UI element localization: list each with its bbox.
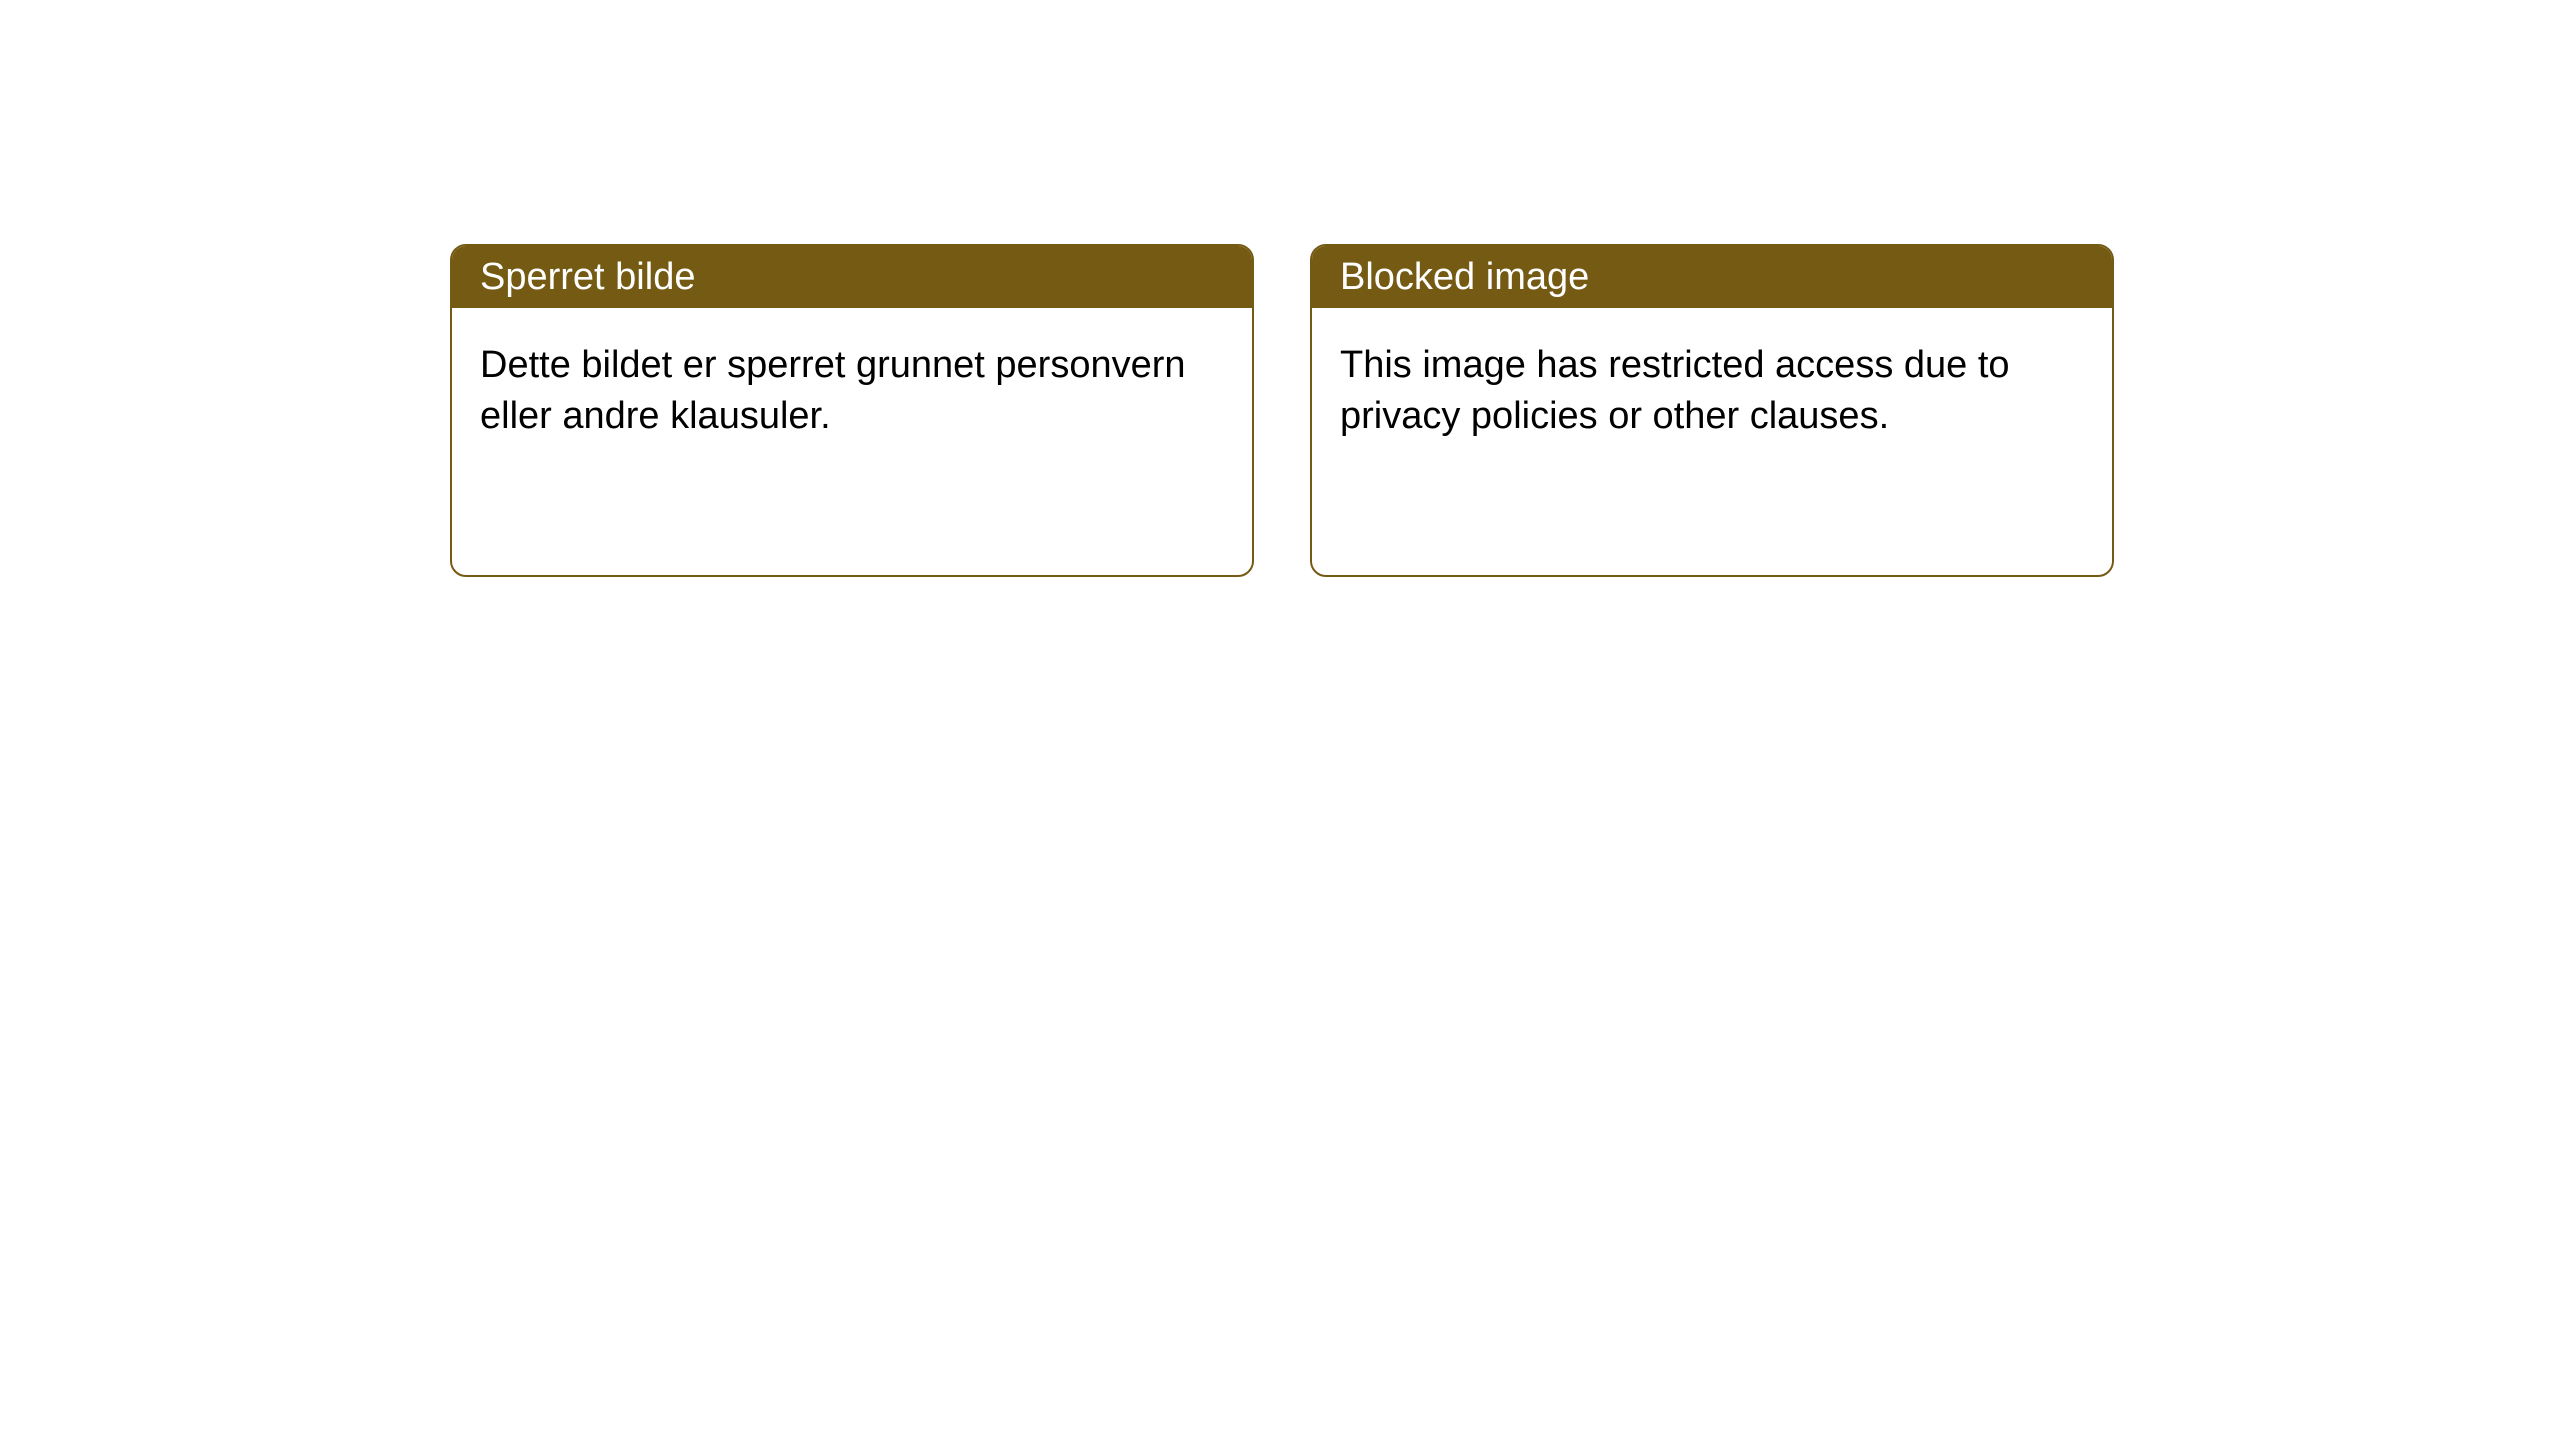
card-title: Blocked image	[1340, 256, 1589, 299]
card-title: Sperret bilde	[480, 256, 695, 299]
notice-card-english: Blocked image This image has restricted …	[1310, 244, 2114, 577]
card-body-text: This image has restricted access due to …	[1340, 344, 2010, 437]
card-body: This image has restricted access due to …	[1312, 308, 2112, 475]
card-body-text: Dette bildet er sperret grunnet personve…	[480, 344, 1186, 437]
notice-cards-container: Sperret bilde Dette bildet er sperret gr…	[0, 0, 2560, 577]
card-header: Blocked image	[1312, 246, 2112, 308]
card-body: Dette bildet er sperret grunnet personve…	[452, 308, 1252, 475]
card-header: Sperret bilde	[452, 246, 1252, 308]
notice-card-norwegian: Sperret bilde Dette bildet er sperret gr…	[450, 244, 1254, 577]
